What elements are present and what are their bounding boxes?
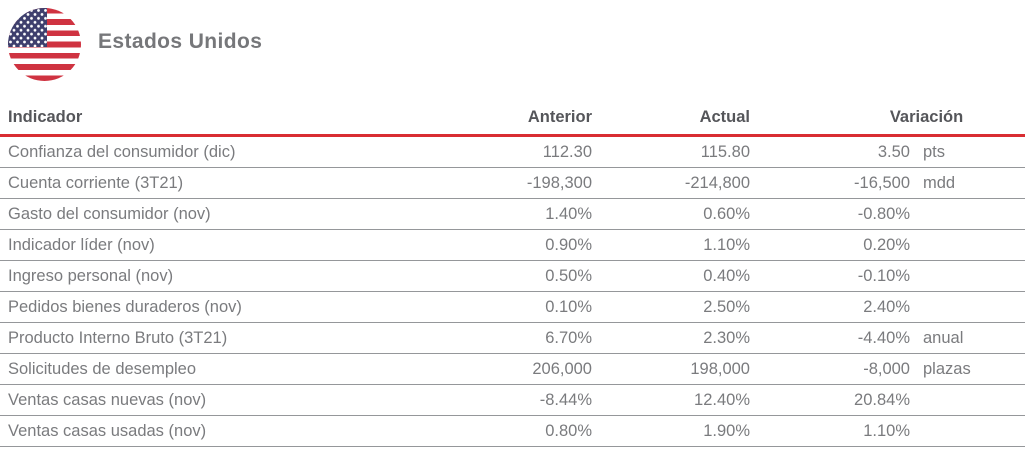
table-row: Gasto del consumidor (nov) 1.40% 0.60% -… <box>0 198 1025 230</box>
us-flag-canton <box>8 7 47 47</box>
actual-cell: 2.30% <box>592 322 750 354</box>
variacion-cell: 1.10% <box>750 415 910 447</box>
indicator-cell: Ventas casas usadas (nov) <box>0 415 492 447</box>
indicator-cell: Ingreso personal (nov) <box>0 260 492 292</box>
column-header-actual: Actual <box>592 105 750 137</box>
anterior-cell: 0.80% <box>492 415 592 447</box>
unit-cell <box>910 415 1025 447</box>
table-row: Ventas casas nuevas (nov) -8.44% 12.40% … <box>0 384 1025 416</box>
variacion-cell: -4.40% <box>750 322 910 354</box>
column-header-indicador: Indicador <box>0 105 492 137</box>
actual-cell: 2.50% <box>592 291 750 323</box>
anterior-cell: 112.30 <box>492 135 592 168</box>
unit-cell <box>910 198 1025 230</box>
anterior-cell: 0.90% <box>492 229 592 261</box>
anterior-cell: 6.70% <box>492 322 592 354</box>
indicator-cell: Producto Interno Bruto (3T21) <box>0 322 492 354</box>
table-row: Indicador líder (nov) 0.90% 1.10% 0.20% <box>0 229 1025 261</box>
variacion-cell: 20.84% <box>750 384 910 416</box>
actual-cell: -214,800 <box>592 167 750 199</box>
anterior-cell: -8.44% <box>492 384 592 416</box>
anterior-cell: 0.10% <box>492 291 592 323</box>
unit-cell: pts <box>910 135 1025 168</box>
table-row: Cuenta corriente (3T21) -198,300 -214,80… <box>0 167 1025 199</box>
unit-cell: mdd <box>910 167 1025 199</box>
variacion-cell: -0.10% <box>750 260 910 292</box>
unit-cell: anual <box>910 322 1025 354</box>
unit-cell <box>910 291 1025 323</box>
unit-cell <box>910 229 1025 261</box>
us-flag-icon <box>8 7 81 81</box>
table-row: Ingreso personal (nov) 0.50% 0.40% -0.10… <box>0 260 1025 292</box>
variacion-cell: 0.20% <box>750 229 910 261</box>
country-header: Estados Unidos <box>0 0 1030 82</box>
variacion-cell: 2.40% <box>750 291 910 323</box>
indicator-cell: Gasto del consumidor (nov) <box>0 198 492 230</box>
indicator-cell: Indicador líder (nov) <box>0 229 492 261</box>
indicator-cell: Pedidos bienes duraderos (nov) <box>0 291 492 323</box>
actual-cell: 12.40% <box>592 384 750 416</box>
actual-cell: 1.90% <box>592 415 750 447</box>
variacion-cell: -16,500 <box>750 167 910 199</box>
anterior-cell: 206,000 <box>492 353 592 385</box>
page-title: Estados Unidos <box>98 30 263 53</box>
table-row: Confianza del consumidor (dic) 112.30 11… <box>0 135 1025 168</box>
variacion-cell: -0.80% <box>750 198 910 230</box>
actual-cell: 198,000 <box>592 353 750 385</box>
actual-cell: 0.40% <box>592 260 750 292</box>
anterior-cell: 1.40% <box>492 198 592 230</box>
actual-cell: 115.80 <box>592 135 750 168</box>
variacion-cell: 3.50 <box>750 135 910 168</box>
column-header-anterior: Anterior <box>492 105 592 137</box>
table-row: Ventas casas usadas (nov) 0.80% 1.90% 1.… <box>0 415 1025 447</box>
indicator-cell: Confianza del consumidor (dic) <box>0 135 492 168</box>
unit-cell <box>910 384 1025 416</box>
table-row: Pedidos bienes duraderos (nov) 0.10% 2.5… <box>0 291 1025 323</box>
table-row: Producto Interno Bruto (3T21) 6.70% 2.30… <box>0 322 1025 354</box>
table-header-row: Indicador Anterior Actual Variación <box>0 105 1025 137</box>
variacion-cell: -8,000 <box>750 353 910 385</box>
anterior-cell: 0.50% <box>492 260 592 292</box>
indicator-cell: Ventas casas nuevas (nov) <box>0 384 492 416</box>
column-header-variacion: Variación <box>750 105 1025 137</box>
anterior-cell: -198,300 <box>492 167 592 199</box>
indicators-table: Indicador Anterior Actual Variación Conf… <box>0 105 1025 447</box>
actual-cell: 1.10% <box>592 229 750 261</box>
indicator-cell: Cuenta corriente (3T21) <box>0 167 492 199</box>
unit-cell: plazas <box>910 353 1025 385</box>
unit-cell <box>910 260 1025 292</box>
table-row: Solicitudes de desempleo 206,000 198,000… <box>0 353 1025 385</box>
indicator-cell: Solicitudes de desempleo <box>0 353 492 385</box>
actual-cell: 0.60% <box>592 198 750 230</box>
